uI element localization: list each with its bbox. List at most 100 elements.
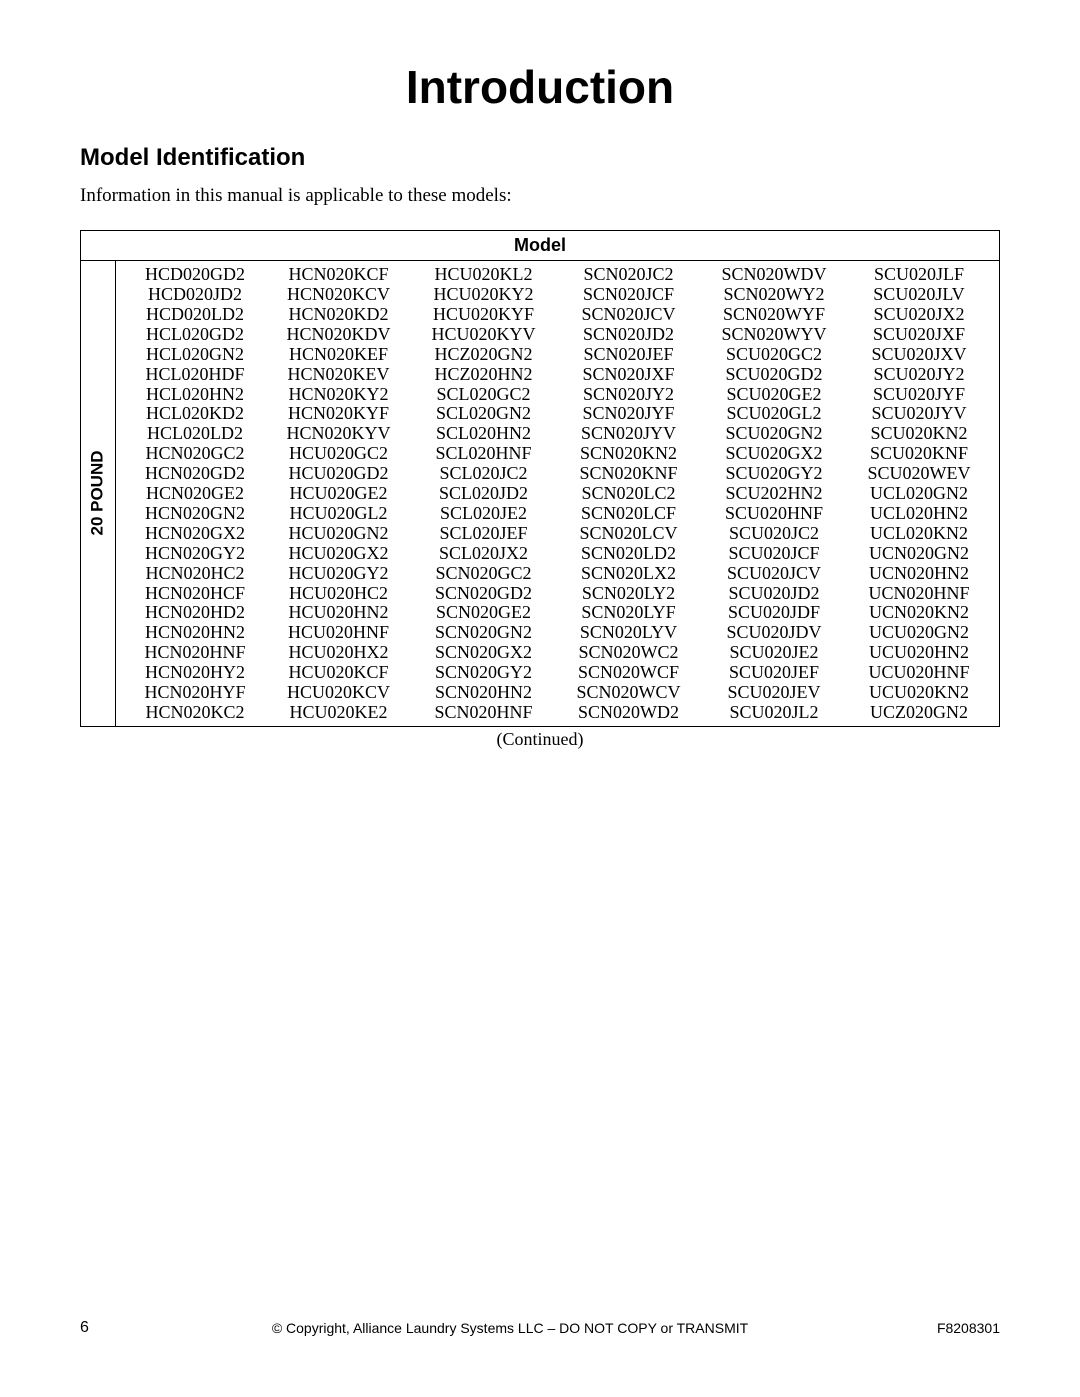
model-cell: SCU020JE2 (729, 643, 818, 663)
model-cell: SCN020WYF (723, 305, 825, 325)
model-cell: SCU020JD2 (728, 583, 819, 603)
section-heading: Model Identification (80, 144, 1000, 172)
continued-label: (Continued) (80, 729, 1000, 750)
model-cell: SCU020JYF (873, 384, 965, 404)
model-cell: HCL020GN2 (146, 344, 244, 364)
row-category-text: 20 POUND (88, 451, 108, 536)
model-cell: SCU020JCF (728, 543, 819, 563)
page-footer: 6 © Copyright, Alliance Laundry Systems … (0, 1319, 1080, 1337)
model-cell: SCU020WEV (867, 464, 970, 484)
page-number: 6 (80, 1319, 140, 1337)
model-cell: HCN020GD2 (145, 464, 245, 484)
model-cell: SCN020LCF (581, 503, 676, 523)
model-cell: UCU020HN2 (869, 643, 969, 663)
model-cell: SCN020JY2 (583, 384, 674, 404)
model-cell: SCU020GY2 (725, 464, 822, 484)
model-cell: SCL020JEF (439, 523, 527, 543)
model-cell: HCU020KCV (287, 682, 390, 702)
model-cell: SCN020WC2 (578, 643, 678, 663)
model-cell: SCL020GC2 (436, 384, 530, 404)
copyright-text: © Copyright, Alliance Laundry Systems LL… (140, 1320, 880, 1336)
model-cell: SCU020JLV (873, 285, 964, 305)
model-cell: UCN020HNF (868, 583, 969, 603)
table-header: Model (81, 231, 999, 261)
model-cell: SCN020GC2 (435, 563, 531, 583)
model-cell: SCU020GL2 (726, 404, 821, 424)
model-table: Model 20 POUND HCD020GD2HCD020JD2HCD020L… (80, 230, 1000, 727)
model-cell: SCL020JX2 (439, 543, 528, 563)
table-column: HCN020KCFHCN020KCVHCN020KD2HCN020KDVHCN0… (286, 265, 390, 722)
document-number: F8208301 (880, 1320, 1000, 1336)
model-cell: HCL020HDF (145, 364, 244, 384)
model-cell: HCN020GE2 (146, 484, 244, 504)
model-cell: SCN020LX2 (581, 563, 676, 583)
model-cell: SCU020GC2 (726, 344, 822, 364)
model-cell: SCL020HN2 (436, 424, 531, 444)
model-cell: SCU020GX2 (725, 444, 822, 464)
model-cell: HCU020HN2 (288, 603, 388, 623)
model-cell: HCN020KYF (288, 404, 389, 424)
model-cell: SCN020LD2 (581, 543, 676, 563)
model-cell: UCL020GN2 (870, 484, 968, 504)
model-cell: SCU020JEF (729, 663, 819, 683)
model-cell: SCN020JC2 (583, 265, 673, 285)
model-cell: UCL020HN2 (870, 503, 968, 523)
model-cell: HCU020KE2 (289, 702, 387, 722)
model-cell: HCN020KEF (289, 344, 388, 364)
model-cell: SCN020WY2 (723, 285, 824, 305)
model-cell: SCL020HNF (435, 444, 531, 464)
model-cell: UCZ020GN2 (870, 702, 968, 722)
model-cell: UCU020HNF (868, 663, 969, 683)
model-cell: SCU020JCV (727, 563, 821, 583)
model-cell: SCN020HNF (434, 702, 532, 722)
model-cell: HCD020LD2 (146, 305, 244, 325)
model-cell: HCZ020HN2 (434, 364, 532, 384)
model-cell: SCN020GE2 (436, 603, 531, 623)
model-cell: SCU020GD2 (725, 364, 822, 384)
model-cell: SCN020LYF (581, 603, 675, 623)
model-cell: SCN020JXF (582, 364, 674, 384)
table-column: HCU020KL2HCU020KY2HCU020KYFHCU020KYV HCZ0… (431, 265, 535, 722)
model-cell: HCN020KCF (288, 265, 388, 285)
model-cell: HCN020KC2 (145, 702, 244, 722)
model-cell: HCN020HCF (145, 583, 245, 603)
model-cell: UCN020KN2 (869, 603, 969, 623)
intro-text: Information in this manual is applicable… (80, 184, 520, 208)
model-cell: UCU020GN2 (869, 623, 969, 643)
model-cell: SCN020KNF (579, 464, 677, 484)
table-body: 20 POUND HCD020GD2HCD020JD2HCD020LD2HCL0… (81, 261, 999, 726)
model-cell: HCU020GX2 (288, 543, 388, 563)
model-cell: HCN020KDV (286, 324, 390, 344)
model-cell: SCN020WYV (721, 324, 826, 344)
model-cell: HCN020HNF (144, 643, 245, 663)
table-column: SCN020JC2SCN020JCFSCN020JCVSCN020JD2SCN0… (576, 265, 680, 722)
model-cell: SCU020HNF (725, 503, 823, 523)
model-cell: SCN020JCF (583, 285, 674, 305)
model-cell: HCN020KEV (287, 364, 389, 384)
model-cell: HCU020KYV (431, 324, 535, 344)
model-cell: SCN020JCV (581, 305, 675, 325)
model-cell: SCN020JYF (582, 404, 674, 424)
model-cell: UCL020KN2 (870, 523, 968, 543)
model-cell: SCN020HN2 (435, 682, 532, 702)
model-cell: SCU020JYV (871, 404, 966, 424)
model-cell: SCN020KN2 (580, 444, 677, 464)
model-cell: SCN020WD2 (578, 702, 679, 722)
model-cell: HCN020HC2 (145, 563, 244, 583)
model-cell: HCU020KYF (433, 305, 534, 325)
model-cell: SCN020JYV (581, 424, 676, 444)
model-cell: HCN020HYF (144, 682, 245, 702)
model-cell: HCU020GN2 (288, 523, 388, 543)
model-cell: SCU020GN2 (725, 424, 822, 444)
model-cell: HCU020KCF (288, 663, 388, 683)
model-cell: HCU020KL2 (434, 265, 532, 285)
model-cell: HCL020GD2 (146, 324, 244, 344)
model-cell: UCN020HN2 (869, 563, 969, 583)
model-cell: HCU020GY2 (288, 563, 388, 583)
model-cell: SCU020JY2 (873, 364, 964, 384)
model-cell: SCL020GN2 (436, 404, 531, 424)
model-cell: HCU020KY2 (433, 285, 533, 305)
model-cell: HCN020KY2 (288, 384, 388, 404)
model-cell: HCU020GC2 (289, 444, 388, 464)
model-cell: HCN020KD2 (288, 305, 388, 325)
